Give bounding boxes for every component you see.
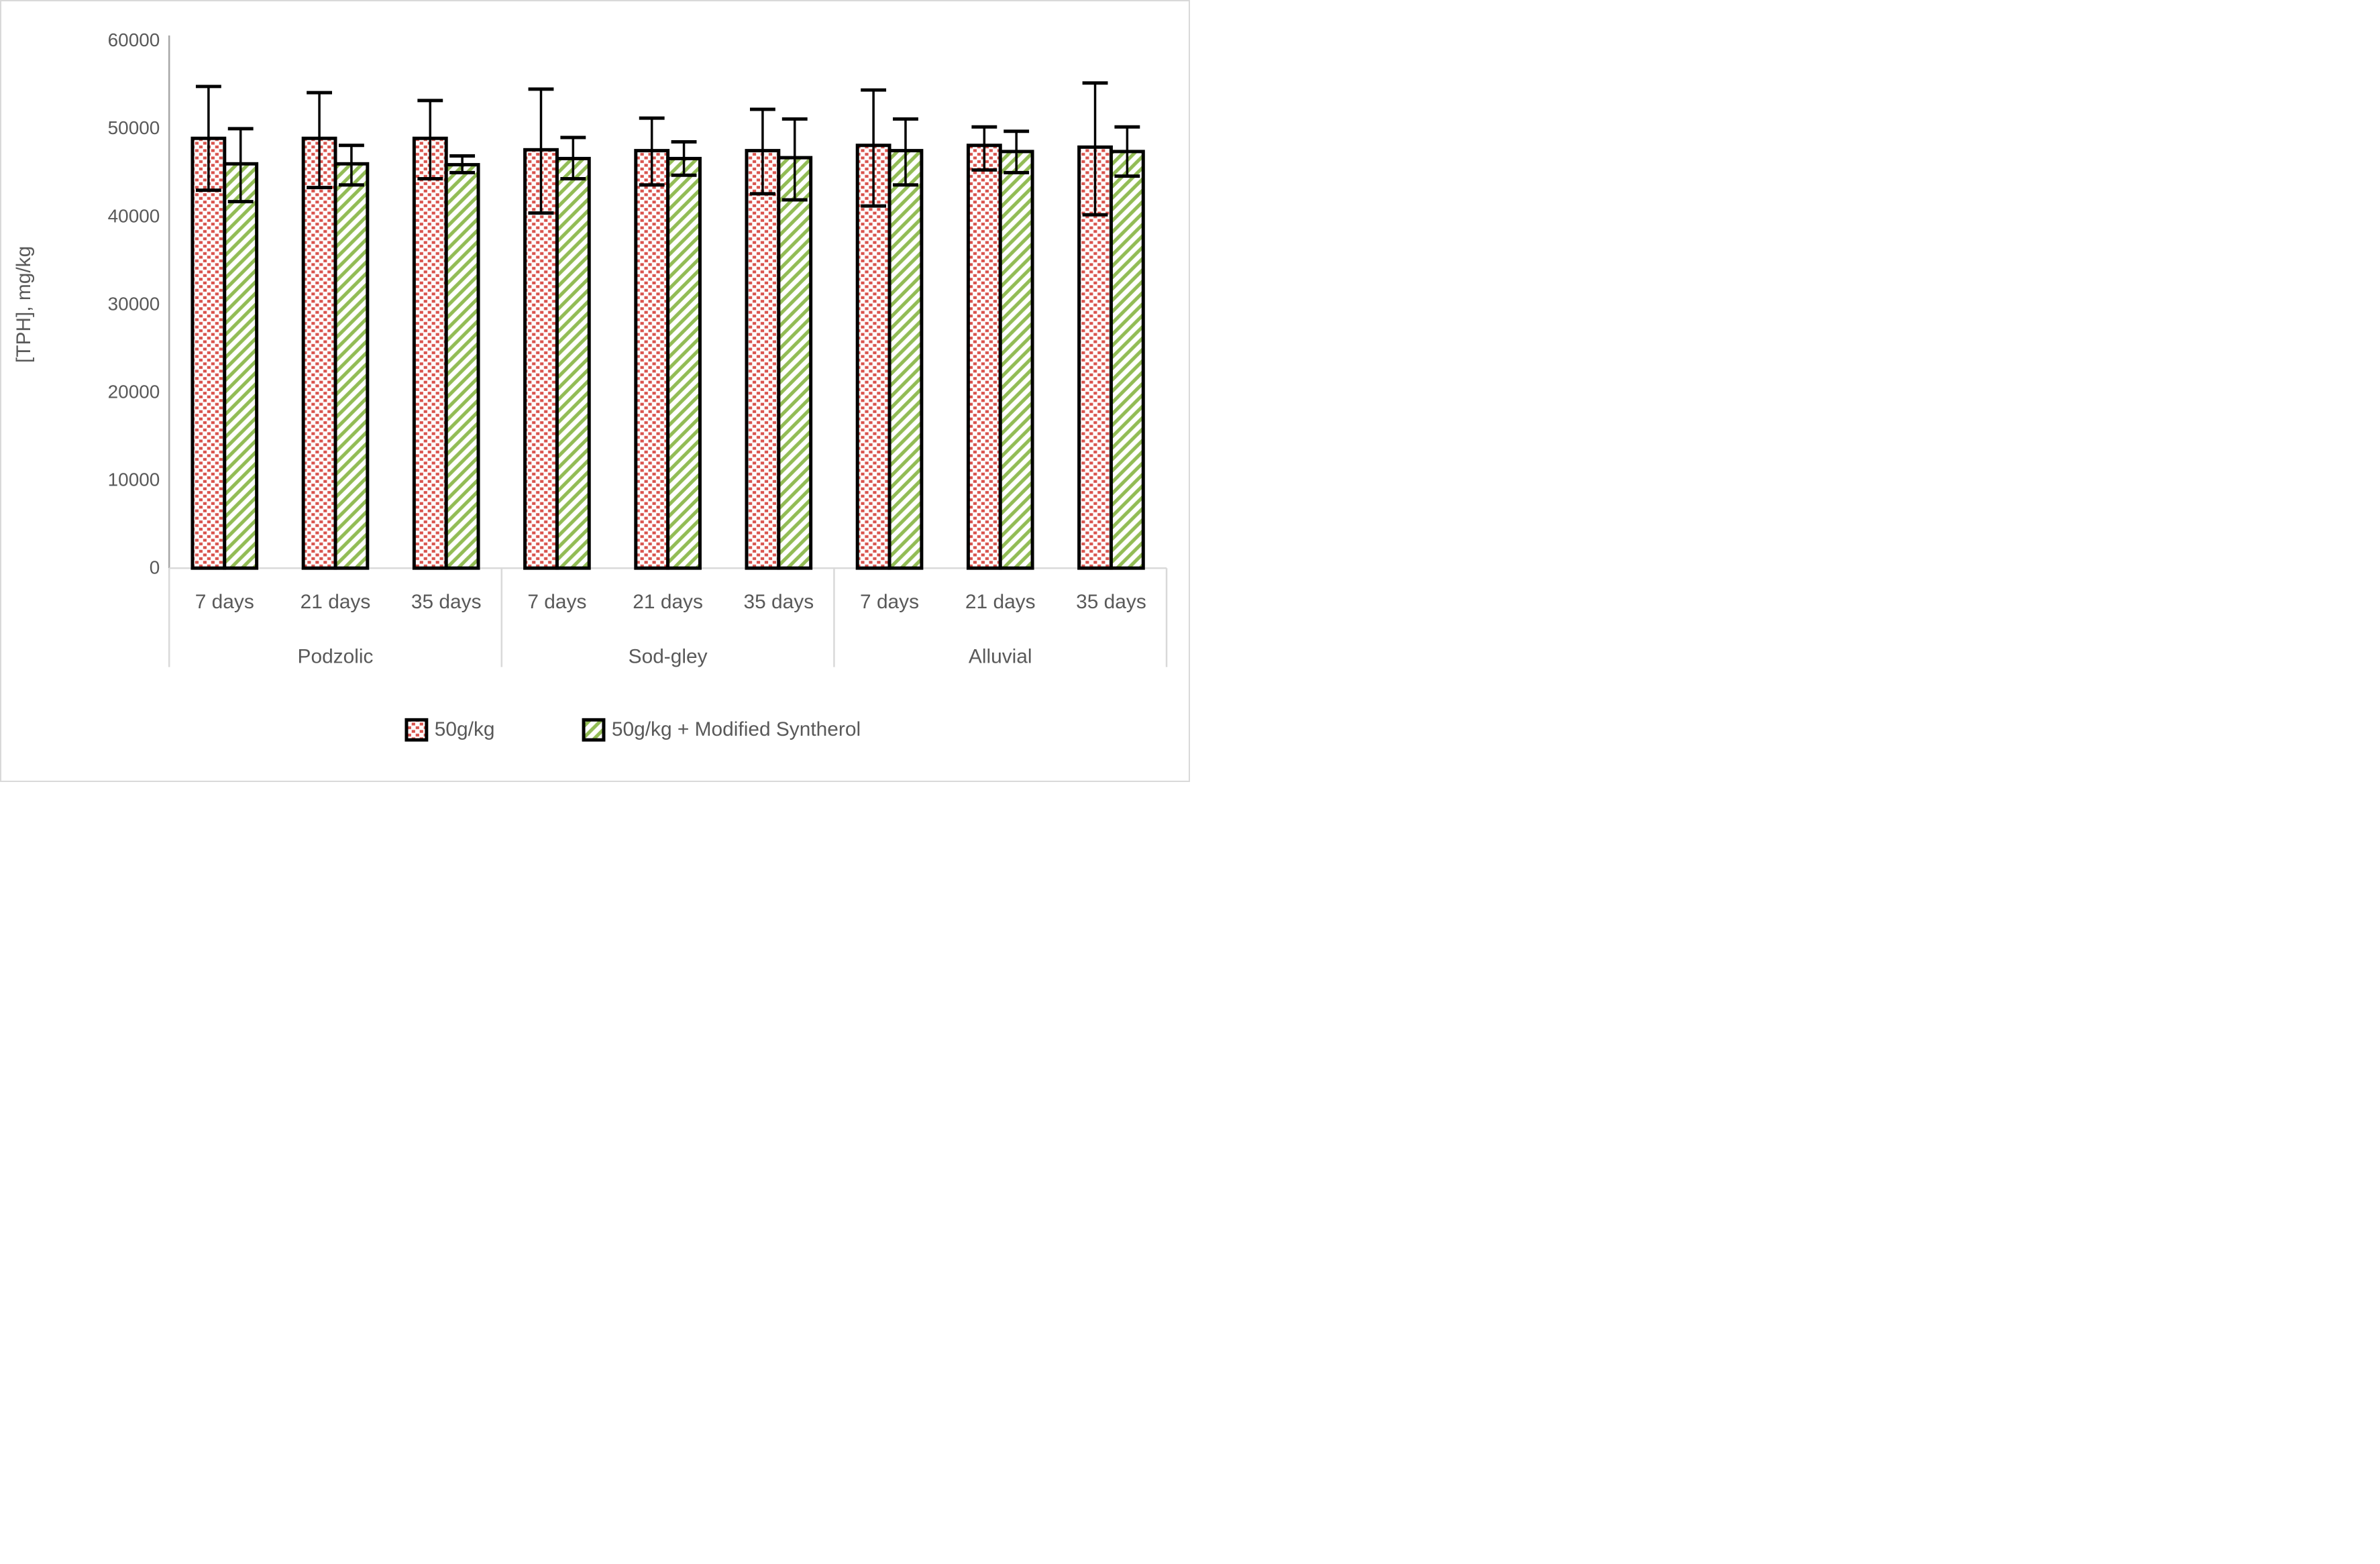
y-tick-label: 40000 [108, 205, 160, 226]
bar-green-diagonal-stripes-Podzolic-35 days [444, 163, 480, 570]
error-bar-Alluvial-21 days-series1 [1004, 129, 1030, 174]
error-bar-Podzolic-21 days-series1 [338, 144, 364, 187]
bar-red-squares-dotted-Sod-gley-35 days [745, 149, 781, 570]
x-category-label: 21 days [633, 591, 703, 613]
y-tick-label: 60000 [108, 30, 160, 50]
y-axis-title: [TPH], mg/kg [13, 246, 35, 363]
y-tick-label: 10000 [108, 469, 160, 490]
bar-green-diagonal-stripes-Podzolic-21 days [333, 162, 370, 570]
error-bar-Podzolic-7 days-series1 [227, 127, 254, 204]
bar-red-squares-dotted-Podzolic-21 days [301, 136, 337, 570]
error-bar-Podzolic-21 days-series0 [307, 91, 333, 190]
bar-red-squares-dotted-Alluvial-21 days [966, 144, 1002, 570]
y-tick-label: 20000 [108, 381, 160, 402]
bar-green-diagonal-stripes-Alluvial-21 days [998, 150, 1034, 570]
error-bar-Sod-gley-7 days-series0 [528, 87, 554, 215]
bar-green-diagonal-stripes-Alluvial-7 days [887, 149, 924, 570]
bar-red-squares-dotted-Podzolic-7 days [191, 136, 227, 570]
error-bar-Alluvial-35 days-series1 [1114, 125, 1140, 178]
y-tick-label: 0 [150, 557, 160, 577]
error-bar-Podzolic-7 days-series0 [195, 85, 221, 192]
error-bar-Podzolic-35 days-series1 [449, 154, 476, 174]
x-category-label: 7 days [527, 591, 586, 613]
x-category-label: 7 days [195, 591, 254, 613]
error-bar-Alluvial-7 days-series1 [893, 117, 918, 187]
error-bar-Sod-gley-7 days-series1 [560, 135, 586, 181]
legend-swatch-red-squares-dotted [404, 718, 429, 742]
x-category-label: 21 days [965, 591, 1036, 613]
bar-green-diagonal-stripes-Alluvial-35 days [1109, 150, 1145, 570]
x-category-label: 7 days [860, 591, 919, 613]
error-bar-Sod-gley-21 days-series0 [639, 116, 665, 187]
error-bar-Sod-gley-35 days-series0 [749, 107, 775, 196]
x-group-label: Podzolic [298, 646, 374, 668]
x-category-label: 21 days [301, 591, 371, 613]
bar-green-diagonal-stripes-Sod-gley-7 days [555, 156, 591, 570]
y-tick-label: 30000 [108, 293, 160, 314]
error-bar-Podzolic-35 days-series0 [417, 99, 443, 181]
error-bar-Alluvial-35 days-series0 [1082, 81, 1108, 217]
bar-green-diagonal-stripes-Sod-gley-35 days [777, 156, 813, 570]
legend-label: 50g/kg [435, 718, 495, 740]
x-category-label: 35 days [411, 591, 482, 613]
tph-bar-chart-figure: 0 10000 20000 30000 40000 50000 60000 [TPH], mg… [0, 0, 1190, 782]
error-bar-Alluvial-21 days-series0 [971, 125, 997, 172]
bar-red-squares-dotted-Podzolic-35 days [412, 136, 448, 570]
error-bar-Sod-gley-35 days-series1 [781, 117, 808, 202]
x-group-label: Alluvial [969, 646, 1032, 668]
y-tick-label: 50000 [108, 117, 160, 138]
bar-green-diagonal-stripes-Podzolic-7 days [223, 162, 259, 570]
error-bar-Sod-gley-21 days-series1 [671, 140, 697, 177]
error-bar-Alluvial-7 days-series0 [861, 88, 887, 208]
x-category-label: 35 days [744, 591, 814, 613]
legend-label: 50g/kg + Modified Syntherol [612, 718, 861, 740]
x-category-label: 35 days [1076, 591, 1146, 613]
bar-red-squares-dotted-Alluvial-7 days [855, 144, 891, 570]
tph-bar-chart: 0 10000 20000 30000 40000 50000 60000 [TPH], mg… [13, 30, 1168, 742]
bar-green-diagonal-stripes-Sod-gley-21 days [666, 156, 702, 570]
bar-red-squares-dotted-Sod-gley-7 days [523, 148, 559, 570]
bar-red-squares-dotted-Sod-gley-21 days [634, 149, 670, 570]
x-group-label: Sod-gley [629, 646, 708, 668]
bar-red-squares-dotted-Alluvial-35 days [1077, 145, 1113, 570]
legend-swatch-green-diagonal-stripes [582, 718, 606, 742]
